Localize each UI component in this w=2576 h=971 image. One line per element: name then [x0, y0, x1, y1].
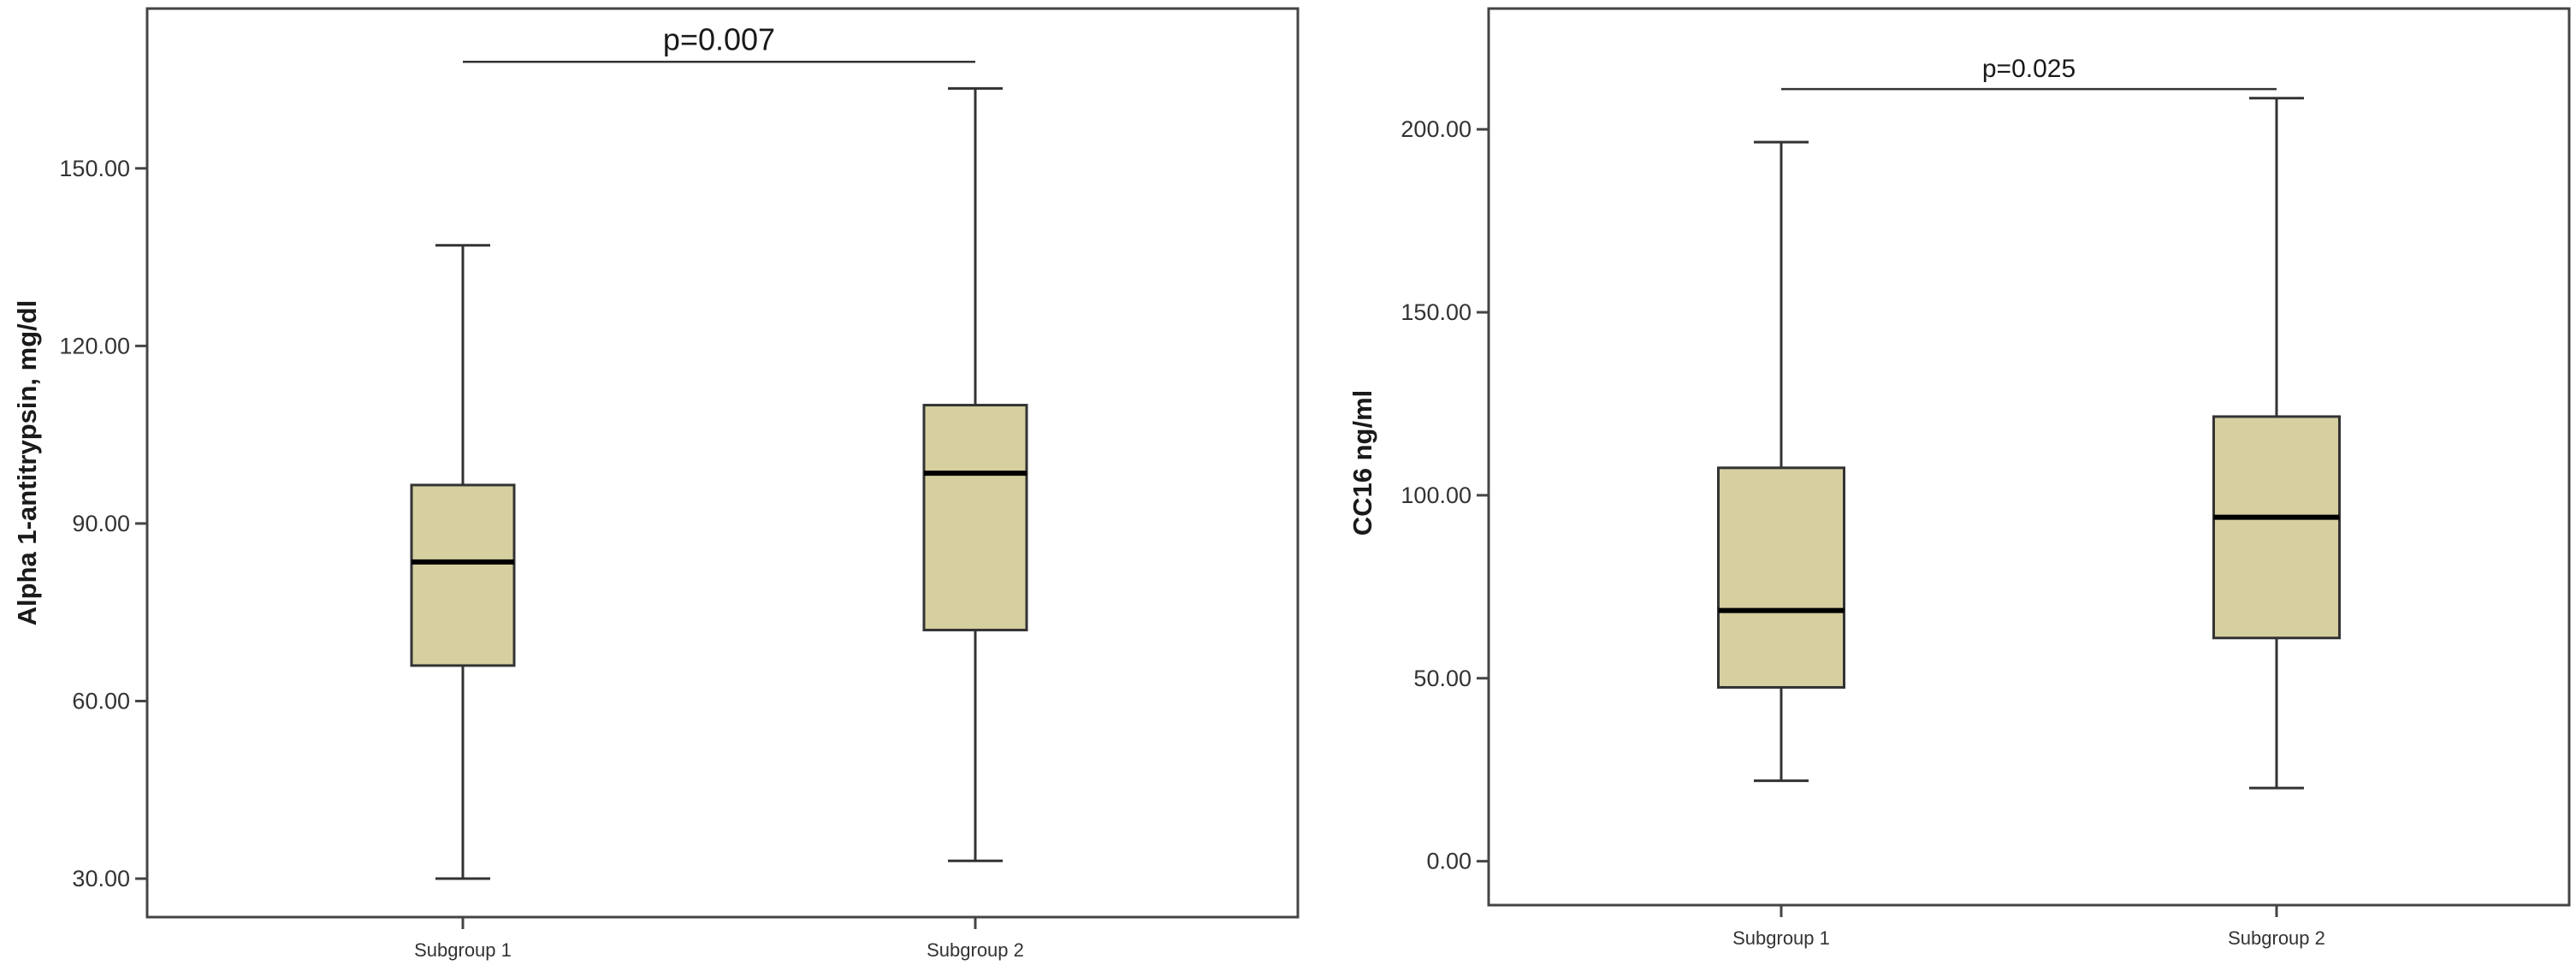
y-tick-label: 200.00	[1401, 116, 1472, 142]
box-subgroup-2	[922, 86, 1028, 862]
y-tick-label: 150.00	[59, 156, 130, 181]
iqr-box	[410, 483, 516, 667]
y-tick-label: 60.00	[72, 688, 130, 713]
y-tick-label: 30.00	[72, 866, 130, 891]
x-tick-label-subgroup-2: Subgroup 2	[2228, 927, 2325, 949]
iqr-box	[1717, 466, 1845, 689]
x-ticks	[1780, 905, 2278, 917]
iqr-box	[922, 404, 1028, 631]
box-subgroup-2	[2212, 97, 2341, 790]
significance-annotation: p=0.025	[1781, 55, 2277, 91]
p-value-label: p=0.007	[663, 21, 775, 56]
x-ticks	[461, 917, 977, 929]
x-tick-label-subgroup-2: Subgroup 2	[927, 939, 1024, 961]
p-value-label: p=0.025	[1982, 55, 2076, 83]
y-ticks: 30.00 60.00 90.00 120.00 150.00	[59, 156, 147, 891]
plot-frame	[1487, 7, 2571, 907]
y-tick-label: 0.00	[1426, 849, 1472, 874]
iqr-box	[2212, 415, 2341, 640]
box-subgroup-1	[1717, 140, 1845, 783]
y-tick-label: 120.00	[59, 333, 130, 358]
x-tick-label-subgroup-1: Subgroup 1	[1732, 927, 1830, 949]
x-tick-label-subgroup-1: Subgroup 1	[414, 939, 512, 961]
y-axis-title: Alpha 1-antitrypsin, mg/dl	[12, 300, 42, 626]
box-subgroup-1	[410, 244, 516, 880]
y-axis-title: CC16 ng/ml	[1347, 390, 1377, 536]
y-ticks: 0.00 50.00 100.00 150.00 200.00	[1401, 116, 1489, 874]
panel-alpha1-antitrypsin: 30.00 60.00 90.00 120.00 150.00 Alpha 1-anti…	[12, 7, 1300, 961]
panel-cc16: 0.00 50.00 100.00 150.00 200.00 CC16 ng/ml p…	[1347, 7, 2571, 949]
y-tick-label: 50.00	[1413, 666, 1472, 691]
plot-frame	[145, 7, 1300, 919]
significance-annotation: p=0.007	[463, 21, 975, 63]
y-tick-label: 150.00	[1401, 299, 1472, 325]
y-tick-label: 100.00	[1401, 483, 1472, 508]
y-tick-label: 90.00	[72, 511, 130, 536]
